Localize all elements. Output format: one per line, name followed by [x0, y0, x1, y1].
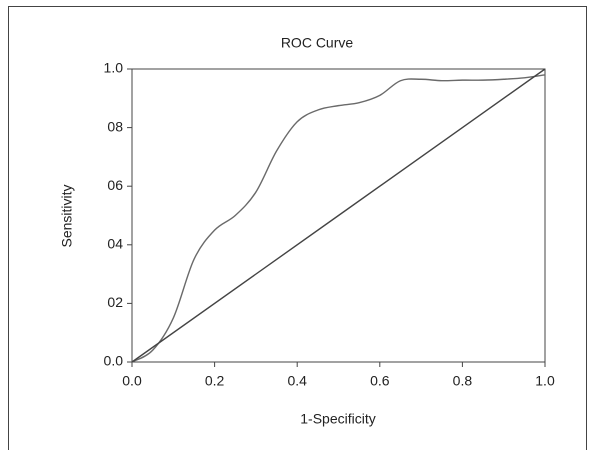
plot-area	[131, 68, 546, 363]
x-tick-label: 1.0	[535, 373, 555, 389]
y-tick-label: 08	[107, 118, 123, 134]
y-axis-label: Sensitivity	[59, 184, 75, 247]
y-tick-label: 04	[107, 236, 123, 252]
chart-title: ROC Curve	[281, 35, 354, 51]
y-tick-label: 06	[107, 177, 123, 193]
x-tick-label: 0.0	[122, 373, 142, 389]
x-axis-label: 1-Specificity	[300, 411, 375, 427]
x-tick-label: 0.2	[205, 373, 225, 389]
series-line	[131, 74, 546, 363]
figure-frame	[8, 6, 587, 450]
y-tick-label: 02	[107, 294, 123, 310]
y-tick-label: 0.0	[104, 353, 124, 369]
x-tick-label: 0.8	[453, 373, 473, 389]
y-tick-label: 1.0	[104, 60, 124, 76]
x-tick-label: 0.4	[287, 373, 307, 389]
series-line	[131, 68, 546, 363]
x-tick-label: 0.6	[370, 373, 390, 389]
